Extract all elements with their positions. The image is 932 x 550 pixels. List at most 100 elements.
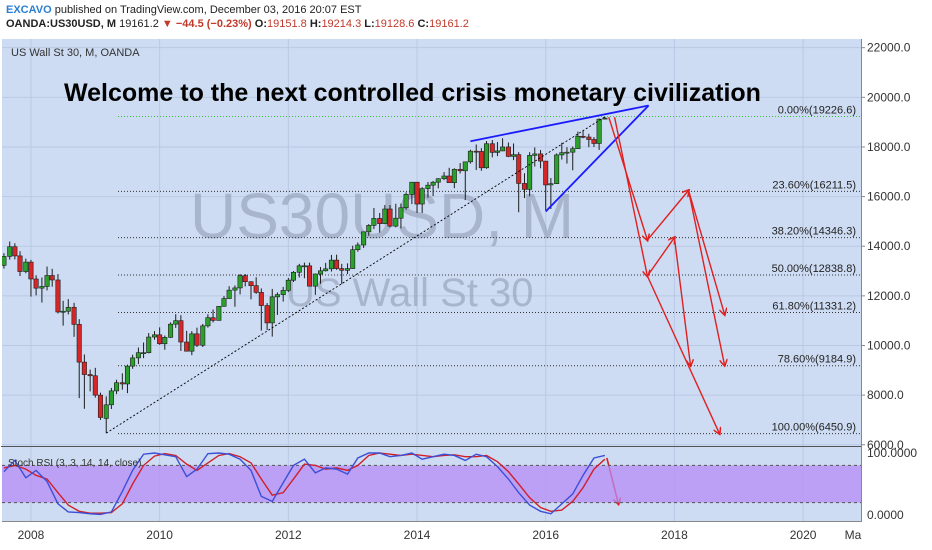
candle-up (532, 153, 538, 156)
candle-down (516, 154, 522, 184)
candle-down (76, 324, 82, 363)
candle-up (371, 218, 377, 226)
candle-up (435, 178, 441, 183)
fib-level-label: 61.80%(11331.2) (772, 300, 856, 312)
ohlc-readout: OANDA:US30USD, M 19161.2 ▼ −44.5 (−0.23%… (6, 17, 469, 33)
candle-down (97, 394, 103, 418)
candle-up (500, 146, 506, 152)
open-value: 19151.8 (267, 18, 307, 30)
candle-down (28, 261, 34, 280)
candlestick-series (2, 116, 608, 434)
watermark-symbol: US30USD, M (190, 180, 574, 252)
stoch-tick-label: 0.0000 (867, 508, 904, 522)
candle-up (467, 150, 473, 163)
candle-up (301, 265, 307, 268)
time-tick-label: 2010 (146, 528, 173, 542)
candle-down (586, 136, 592, 140)
candle-up (290, 271, 296, 281)
candle-down (387, 208, 393, 227)
candle-down (489, 143, 495, 153)
trendline (105, 116, 606, 434)
time-tick-label: 2020 (790, 528, 817, 542)
candle-up (216, 305, 222, 321)
candle-up (7, 246, 13, 257)
candle-up (200, 325, 206, 346)
candle-down (473, 150, 479, 153)
candle-up (361, 231, 367, 246)
candle-up (226, 289, 232, 299)
candle-down (264, 305, 270, 324)
candle-up (285, 279, 291, 291)
candle-up (318, 270, 324, 275)
candle-up (168, 323, 174, 338)
time-axis[interactable]: 2008 2010 2012 2014 2016 2018 2020 Ma (18, 528, 862, 542)
candle-down (478, 151, 484, 169)
candle-up (441, 175, 447, 180)
close-value: 19161.2 (429, 18, 469, 30)
candle-up (548, 183, 554, 186)
candle-down (543, 160, 549, 186)
candle-up (39, 286, 45, 289)
time-tick-label: Ma (845, 528, 862, 542)
price-tick-label: 10000.0 (867, 338, 911, 352)
candle-down (538, 153, 544, 162)
candle-up (114, 382, 120, 392)
candle-down (377, 218, 383, 224)
projection-arrow (646, 190, 688, 241)
candle-down (591, 139, 597, 144)
candle-up (65, 306, 71, 312)
main-panel-background (2, 39, 861, 446)
candle-down (55, 279, 61, 313)
projection-arrow (646, 238, 674, 277)
candle-down (33, 278, 39, 289)
watermark-name: US Wall St 30 (286, 271, 533, 315)
candle-up (23, 261, 29, 272)
candle-up (430, 181, 436, 186)
chart-title: Welcome to the next controlled crisis mo… (64, 79, 761, 107)
candle-up (274, 294, 280, 298)
candle-down (258, 292, 264, 306)
fib-level-label: 23.60%(16211.5) (772, 179, 856, 191)
wedge-line-upper (470, 104, 649, 143)
candle-up (398, 207, 404, 219)
fib-level-label: 50.00%(12838.8) (772, 263, 856, 275)
fib-level-label: 0.00%(19226.6) (778, 105, 856, 117)
candle-up (146, 336, 152, 353)
candle-up (130, 357, 136, 367)
candle-up (462, 161, 468, 172)
fib-level-label: 78.60%(9184.9) (778, 354, 856, 366)
candle-up (382, 208, 388, 224)
candle-up (151, 334, 157, 338)
candle-up (570, 148, 576, 153)
candle-up (419, 188, 425, 205)
candle-up (103, 404, 109, 419)
price-tick-label: 14000.0 (867, 239, 911, 253)
candle-down (178, 320, 184, 343)
candle-up (232, 287, 238, 291)
candle-down (12, 246, 18, 257)
candle-up (44, 275, 50, 287)
high-label: H: (309, 18, 322, 30)
candle-up (296, 265, 302, 273)
stoch-rsi-label: Stoch RSI (3, 3, 14, 14, close) (8, 458, 141, 469)
price-tick-label: 12000.0 (867, 289, 911, 303)
author-link[interactable]: EXCAVO (6, 4, 52, 16)
price-axis[interactable]: 22000.0 20000.0 18000.0 16000.0 14000.0 12000… (861, 41, 911, 452)
candle-up (403, 194, 409, 209)
fib-level-label: 100.00%(6450.9) (772, 422, 856, 434)
time-tick-label: 2012 (275, 528, 302, 542)
candle-down (242, 275, 248, 283)
candle-down (210, 317, 216, 321)
fibonacci-levels[interactable]: 0.00%(19226.6) 23.60%(16211.5) 38.20%(1434… (118, 105, 861, 435)
fib-level-label: 38.20%(14346.3) (772, 226, 856, 238)
candle-down (457, 168, 463, 172)
projection-arrow (646, 275, 719, 434)
publish-text: published on TradingView.com, December 0… (54, 4, 362, 16)
time-tick-label: 2008 (18, 528, 45, 542)
stoch-rsi-panel (2, 452, 861, 516)
candle-up (602, 117, 608, 120)
candle-up (124, 365, 130, 385)
candle-up (173, 320, 179, 325)
stoch-axis[interactable]: 100.0000 0.0000 (867, 446, 917, 522)
